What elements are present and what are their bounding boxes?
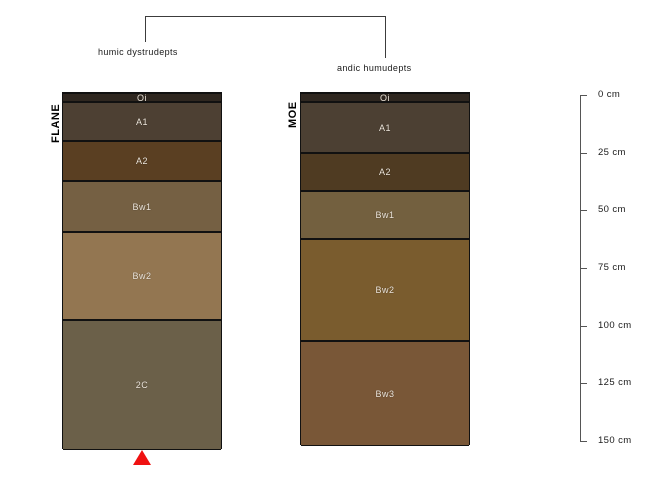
horizon-flane-bw1[interactable]: Bw1 (63, 181, 221, 232)
horizon-moe-a2[interactable]: A2 (301, 153, 469, 191)
profile-column-moe: Oi A1 A2 Bw1 Bw2 Bw3 (300, 92, 470, 446)
horizon-flane-a1[interactable]: A1 (63, 102, 221, 141)
depth-axis-tick (580, 153, 587, 154)
horizon-label: Bw1 (132, 201, 152, 212)
horizon-label: A1 (135, 116, 148, 127)
horizon-label: A2 (135, 156, 148, 166)
depth-axis-tick (580, 210, 587, 211)
horizon-flane-bw2[interactable]: Bw2 (63, 232, 221, 320)
depth-axis-label: 100 cm (598, 320, 632, 331)
horizon-flane-2c[interactable]: 2C (63, 320, 221, 450)
depth-axis-label: 125 cm (598, 377, 632, 388)
horizon-label: A2 (378, 167, 391, 177)
profile-title-flane: FLANE (50, 103, 62, 143)
depth-axis-tick (580, 441, 587, 442)
water-table-marker (133, 450, 151, 465)
dendrogram-crossbar (145, 16, 385, 17)
dendrogram-leaf-label: humic dystrudepts (98, 47, 178, 57)
depth-axis-label: 25 cm (598, 147, 626, 158)
horizon-label: Bw3 (375, 388, 395, 399)
horizon-moe-a1[interactable]: A1 (301, 102, 469, 153)
horizon-flane-a2[interactable]: A2 (63, 141, 221, 181)
depth-axis-tick (580, 95, 587, 96)
horizon-label: 2C (135, 380, 149, 390)
dendrogram-branch-1 (385, 16, 386, 58)
horizon-label: A1 (378, 122, 391, 133)
horizon-moe-bw2[interactable]: Bw2 (301, 239, 469, 341)
depth-axis-label: 150 cm (598, 435, 632, 446)
horizon-flane-oi[interactable]: Oi (63, 93, 221, 102)
profile-title-moe: MOE (287, 101, 299, 128)
profile-column-flane: Oi A1 A2 Bw1 Bw2 2C (62, 92, 222, 450)
horizon-moe-bw3[interactable]: Bw3 (301, 341, 469, 446)
depth-axis-tick (580, 268, 587, 269)
depth-axis-label: 50 cm (598, 204, 626, 215)
dendrogram-leaf-label: andic humudepts (337, 63, 412, 73)
horizon-label: Bw2 (375, 285, 395, 295)
horizon-label: Bw1 (375, 210, 395, 220)
depth-axis-label: 0 cm (598, 89, 621, 100)
depth-axis-tick (580, 383, 587, 384)
horizon-label: Bw2 (132, 271, 152, 281)
horizon-label: Oi (380, 93, 390, 102)
horizon-label: Oi (137, 93, 147, 102)
horizon-moe-bw1[interactable]: Bw1 (301, 191, 469, 239)
horizon-moe-oi[interactable]: Oi (301, 93, 469, 102)
depth-axis-tick (580, 326, 587, 327)
dendrogram-branch-0 (145, 16, 146, 42)
depth-axis-label: 75 cm (598, 262, 626, 273)
